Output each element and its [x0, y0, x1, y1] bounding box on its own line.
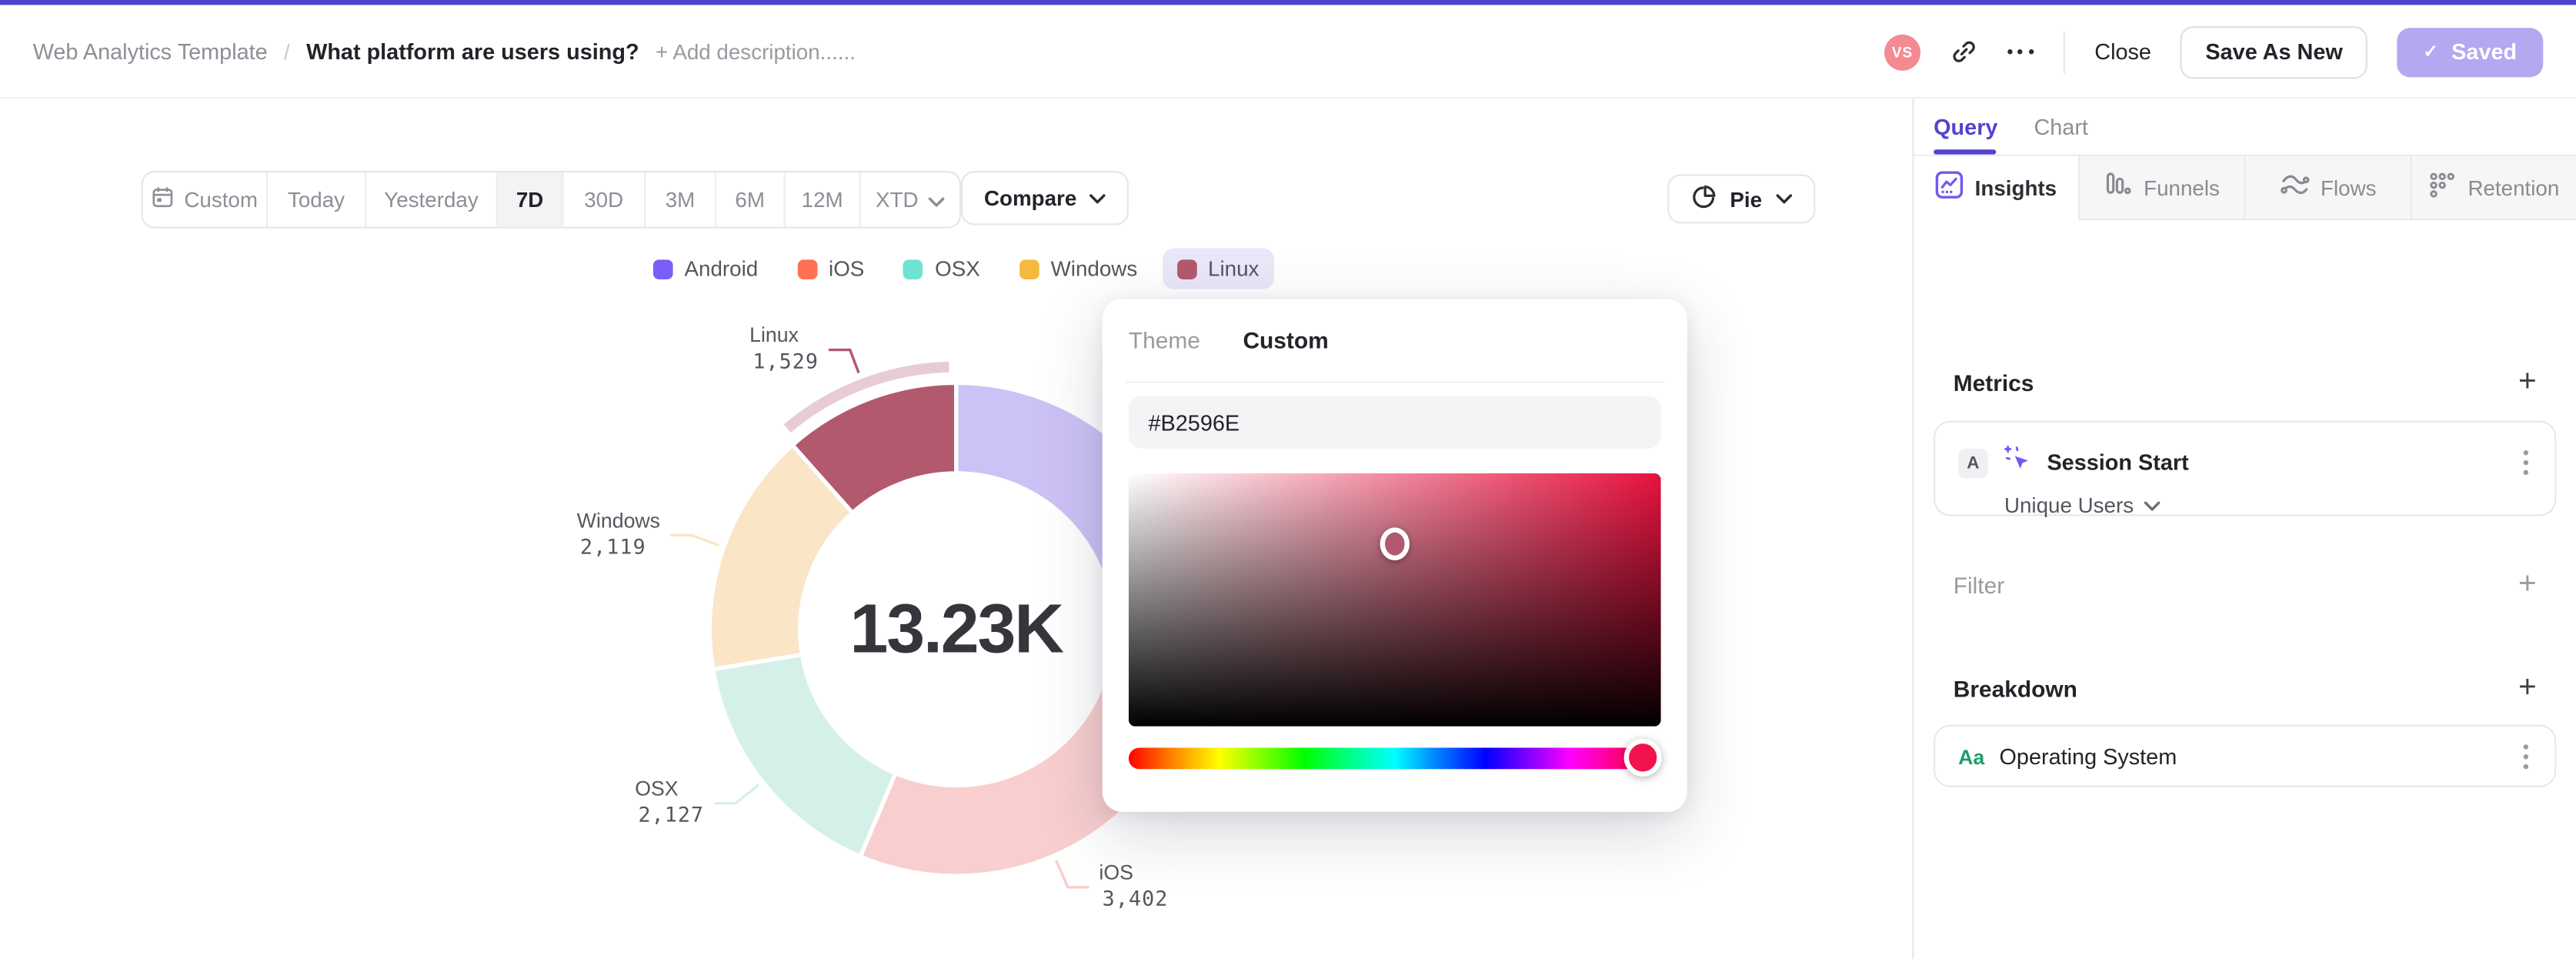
filter-header: Filter — [1953, 570, 2005, 598]
date-range-group: Custom Today Yesterday 7D 30D 3M 6M 12M XTD — [141, 171, 962, 229]
tab-theme[interactable]: Theme — [1128, 326, 1200, 354]
legend-item-osx[interactable]: OSX — [889, 248, 995, 289]
chevron-down-icon — [928, 187, 945, 212]
tab-funnels[interactable]: Funnels — [2080, 155, 2246, 221]
filter-header-row: Filter + — [1954, 569, 2537, 600]
metric-card[interactable]: A Session Start Unique Users — [1934, 420, 2557, 518]
hue-gradient-bar[interactable] — [1128, 747, 1661, 769]
page-title[interactable]: What platform are users using? — [306, 39, 639, 65]
retention-icon — [2428, 171, 2456, 204]
tab-query[interactable]: Query — [1934, 114, 1998, 139]
window-accent-strip — [0, 0, 2576, 5]
top-bar: Web Analytics Template / What platform a… — [0, 0, 2576, 99]
topbar-divider — [2063, 30, 2065, 74]
legend-item-ios[interactable]: iOS — [782, 248, 879, 289]
chevron-down-icon — [2144, 500, 2160, 510]
add-breakdown-button[interactable]: + — [2518, 670, 2537, 706]
legend-swatch — [797, 259, 818, 279]
tab-custom[interactable]: Custom — [1243, 326, 1329, 354]
tab-insights[interactable]: Insights — [1914, 155, 2080, 221]
chart-legend: Android iOS OSX Windows Linux — [639, 248, 1274, 289]
flows-icon — [2280, 171, 2309, 204]
aggregation-label: Unique Users — [2004, 493, 2134, 518]
legend-swatch — [1019, 259, 1039, 279]
metric-menu-icon[interactable] — [2520, 447, 2531, 479]
hex-color-input[interactable]: #B2596E — [1128, 396, 1661, 449]
popup-divider — [1125, 381, 1664, 383]
range-6m[interactable]: 6M — [716, 172, 786, 227]
saved-button[interactable]: ✓ Saved — [2397, 27, 2544, 77]
breadcrumb-root[interactable]: Web Analytics Template — [32, 39, 268, 65]
sidebar-panel-tabs: Query Chart — [1934, 104, 2088, 150]
range-3m[interactable]: 3M — [646, 172, 716, 227]
range-xtd[interactable]: XTD — [861, 172, 959, 226]
donut-center-total: 13.23K — [849, 590, 1064, 667]
more-options-icon[interactable] — [2007, 49, 2034, 55]
sparkle-cursor-icon — [2003, 444, 2032, 482]
legend-item-windows[interactable]: Windows — [1005, 248, 1153, 289]
breadcrumb: Web Analytics Template / What platform a… — [33, 0, 856, 100]
chevron-down-icon — [1089, 193, 1106, 203]
pie-chart-icon — [1690, 183, 1717, 215]
range-custom[interactable]: Custom — [143, 172, 269, 227]
metric-series-badge: A — [1958, 447, 1988, 478]
tab-chart[interactable]: Chart — [2034, 114, 2088, 139]
slice-label-windows: Windows 2,119 — [576, 509, 661, 559]
add-description-button[interactable]: + Add description...... — [655, 39, 856, 65]
slice-label-linux: Linux 1,529 — [749, 323, 819, 373]
metrics-header: Metrics — [1953, 369, 2034, 396]
query-sidebar: Query Chart Insights Funnels Flows Retentio… — [1912, 96, 2576, 959]
active-tab-underline — [1934, 149, 1997, 155]
color-cursor[interactable] — [1380, 527, 1410, 561]
color-picker-tabs: Theme Custom — [1129, 299, 1661, 382]
breakdown-header: Breakdown — [1953, 674, 2077, 701]
save-as-new-button[interactable]: Save As New — [2181, 25, 2367, 79]
metric-name[interactable]: Session Start — [2047, 450, 2189, 476]
legend-swatch — [903, 259, 924, 279]
range-12m[interactable]: 12M — [786, 172, 861, 227]
add-filter-button[interactable]: + — [2518, 566, 2537, 602]
color-picker-popup: Theme Custom #B2596E — [1102, 299, 1687, 812]
breakdown-menu-icon[interactable] — [2520, 741, 2531, 773]
legend-item-android[interactable]: Android — [639, 248, 773, 289]
chart-type-button[interactable]: Pie — [1667, 174, 1815, 224]
compare-label: Compare — [983, 185, 1077, 211]
hue-slider[interactable] — [1128, 738, 1662, 777]
legend-item-linux[interactable]: Linux — [1162, 248, 1274, 289]
range-today[interactable]: Today — [268, 172, 367, 227]
range-30d[interactable]: 30D — [563, 172, 646, 227]
breakdown-property-name[interactable]: Operating System — [1999, 744, 2177, 770]
calendar-icon — [152, 185, 175, 213]
breadcrumb-separator: / — [284, 39, 290, 65]
topbar-actions: VS Close Save As New ✓ Saved — [1884, 0, 2544, 100]
breakdown-card[interactable]: Aa Operating System — [1934, 724, 2557, 787]
string-property-icon: Aa — [1958, 745, 1985, 769]
analysis-view-tabs: Insights Funnels Flows Retention — [1914, 154, 2576, 221]
saved-label: Saved — [2451, 39, 2518, 65]
chevron-down-icon — [1775, 194, 1792, 204]
tab-flows[interactable]: Flows — [2245, 155, 2412, 221]
slice-label-ios: iOS 3,402 — [1099, 860, 1169, 911]
legend-swatch — [1176, 259, 1197, 279]
chart-type-label: Pie — [1730, 186, 1763, 212]
hue-slider-handle[interactable] — [1623, 738, 1662, 777]
check-icon: ✓ — [2423, 42, 2439, 63]
breakdown-header-row: Breakdown + — [1954, 672, 2537, 703]
avatar[interactable]: VS — [1884, 33, 1920, 70]
add-metric-button[interactable]: + — [2518, 365, 2537, 399]
legend-swatch — [652, 259, 673, 279]
close-button[interactable]: Close — [2094, 39, 2151, 65]
share-link-icon[interactable] — [1950, 38, 1977, 65]
range-yesterday[interactable]: Yesterday — [366, 172, 498, 227]
insights-icon — [1935, 171, 1964, 204]
slice-label-osx: OSX 2,127 — [635, 777, 705, 827]
range-7d[interactable]: 7D — [497, 172, 564, 227]
metrics-header-row: Metrics + — [1954, 366, 2537, 398]
funnels-icon — [2104, 171, 2132, 204]
saturation-value-area[interactable] — [1128, 473, 1661, 727]
compare-button[interactable]: Compare — [961, 171, 1130, 226]
tab-retention[interactable]: Retention — [2411, 155, 2576, 221]
metric-aggregation-dropdown[interactable]: Unique Users — [1935, 482, 2554, 518]
